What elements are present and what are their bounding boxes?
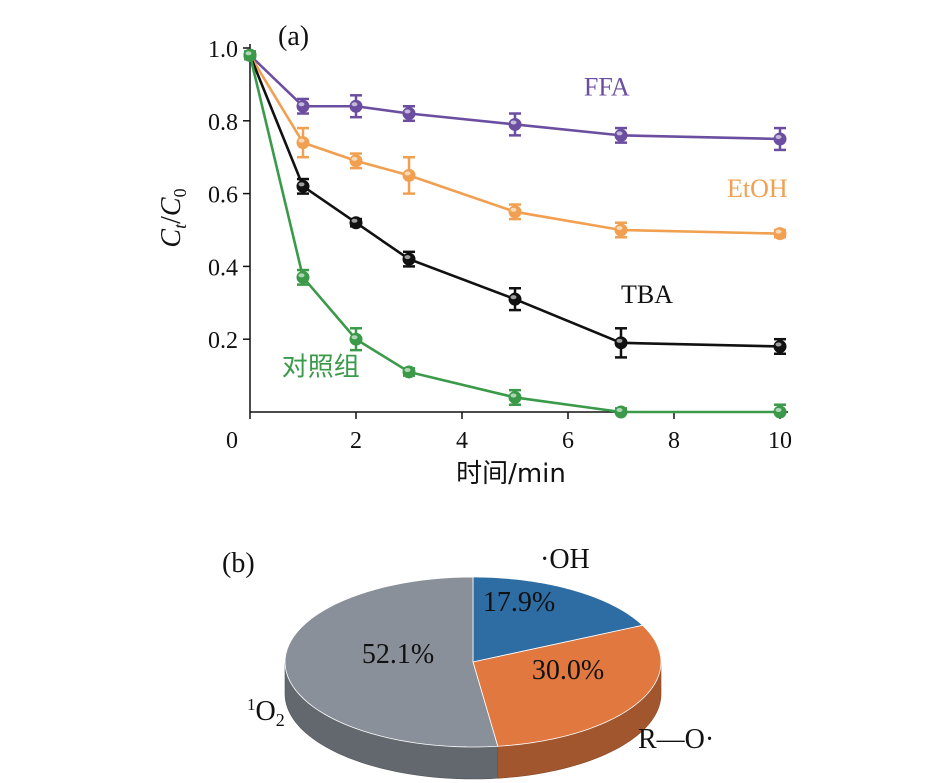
svg-text:Ct/C0: Ct/C0 — [156, 188, 190, 247]
y-tick-label: 0.2 — [208, 328, 238, 354]
pie-top-faces — [284, 576, 662, 748]
data-point — [508, 205, 522, 219]
data-point-highlight — [245, 51, 252, 56]
x-axis-label: 时间/min — [456, 459, 566, 489]
series-group — [243, 48, 787, 419]
series-3 — [243, 48, 787, 419]
y-tick-label: 0.6 — [208, 183, 238, 209]
data-point-highlight — [510, 120, 517, 125]
series-labels: FFA EtOH TBA 对照组 — [282, 72, 788, 382]
data-point — [773, 339, 787, 353]
y-tick-label: 0.8 — [208, 110, 238, 136]
x-tick-labels: 0 2 4 6 8 10 — [226, 412, 792, 454]
series-1 — [243, 48, 787, 241]
x-tick-label: 10 — [768, 428, 792, 454]
pie-value-labels: 17.9% 30.0% 52.1% — [362, 587, 604, 686]
y-axis-label: Ct/C0 — [156, 188, 190, 247]
data-point — [243, 48, 257, 62]
series-0 — [243, 48, 787, 152]
pie-category-label: R—O· — [638, 724, 714, 755]
data-point — [296, 270, 310, 284]
data-point — [614, 336, 628, 350]
data-point — [349, 99, 363, 113]
line-chart-panel: (a) 0.2 0.4 0.6 0.8 1.0 0 2 4 6 8 10 FFA EtOH TBA 对照… — [156, 21, 792, 489]
panel-label-a: (a) — [278, 21, 309, 52]
pie-chart: 17.9% 30.0% 52.1% ·OH R—O· 1O2 — [247, 544, 714, 780]
data-point — [349, 332, 363, 346]
data-point-highlight — [616, 338, 623, 343]
data-point-highlight — [351, 218, 358, 223]
series-2 — [243, 48, 787, 359]
data-point — [402, 252, 416, 266]
data-point — [508, 292, 522, 306]
data-point-highlight — [298, 102, 305, 107]
pie-slice-2 — [284, 576, 499, 748]
x-tick-label: 0 — [226, 428, 238, 454]
data-point-highlight — [298, 273, 305, 278]
pie-value-label: 30.0% — [532, 655, 604, 686]
pie-category-label: ·OH — [540, 544, 590, 575]
data-point-highlight — [298, 138, 305, 143]
pie-category-labels: ·OH R—O· 1O2 — [247, 544, 714, 755]
data-point — [296, 99, 310, 113]
pie-value-label: 17.9% — [483, 587, 555, 618]
data-point-highlight — [616, 408, 623, 412]
pie-slice-0 — [472, 576, 644, 663]
data-point-highlight — [775, 408, 782, 412]
data-point — [614, 128, 628, 142]
y-tick-label: 0.4 — [208, 255, 238, 281]
x-tick-label: 2 — [350, 428, 362, 454]
data-point — [508, 390, 522, 404]
data-point-highlight — [510, 207, 517, 212]
data-point — [773, 132, 787, 146]
panel-label-b: (b) — [222, 548, 255, 579]
data-point-highlight — [616, 226, 623, 230]
data-point — [402, 365, 416, 379]
data-point — [508, 117, 522, 131]
data-point — [614, 405, 628, 419]
series-label: EtOH — [727, 174, 788, 203]
y-tick-labels: 0.2 0.4 0.6 0.8 1.0 — [208, 37, 250, 354]
series-label: TBA — [621, 280, 673, 309]
data-point-highlight — [404, 171, 411, 176]
data-point-highlight — [510, 295, 517, 300]
series-label: 对照组 — [282, 353, 360, 383]
data-point — [773, 405, 787, 419]
pie-category-label: 1O2 — [247, 695, 285, 730]
data-point-highlight — [404, 109, 411, 114]
data-point-highlight — [351, 102, 358, 107]
pie-chart-panel: (b) 17.9% 30.0% 52.1% ·OH R—O· 1O2 — [222, 544, 714, 780]
data-point — [402, 107, 416, 121]
pie-slice-1 — [472, 624, 662, 747]
x-tick-label: 8 — [668, 428, 680, 454]
data-point — [349, 154, 363, 168]
data-point-highlight — [351, 156, 358, 161]
data-point-highlight — [616, 131, 623, 136]
x-tick-label: 6 — [562, 428, 574, 454]
data-point-highlight — [404, 255, 411, 260]
data-point — [402, 168, 416, 182]
data-point-highlight — [351, 335, 358, 340]
data-point-highlight — [775, 135, 782, 139]
pie-value-label: 52.1% — [362, 639, 434, 670]
data-point — [349, 216, 363, 230]
data-point-highlight — [510, 393, 517, 398]
data-point — [614, 223, 628, 237]
series-label: FFA — [584, 72, 630, 101]
data-point-highlight — [404, 367, 411, 372]
data-point — [773, 227, 787, 241]
data-point — [296, 136, 310, 150]
y-tick-label: 1.0 — [208, 37, 238, 63]
data-point — [296, 179, 310, 193]
data-point-highlight — [775, 342, 782, 347]
data-point-highlight — [298, 182, 305, 187]
x-tick-label: 4 — [456, 428, 468, 454]
data-point-highlight — [775, 229, 782, 234]
